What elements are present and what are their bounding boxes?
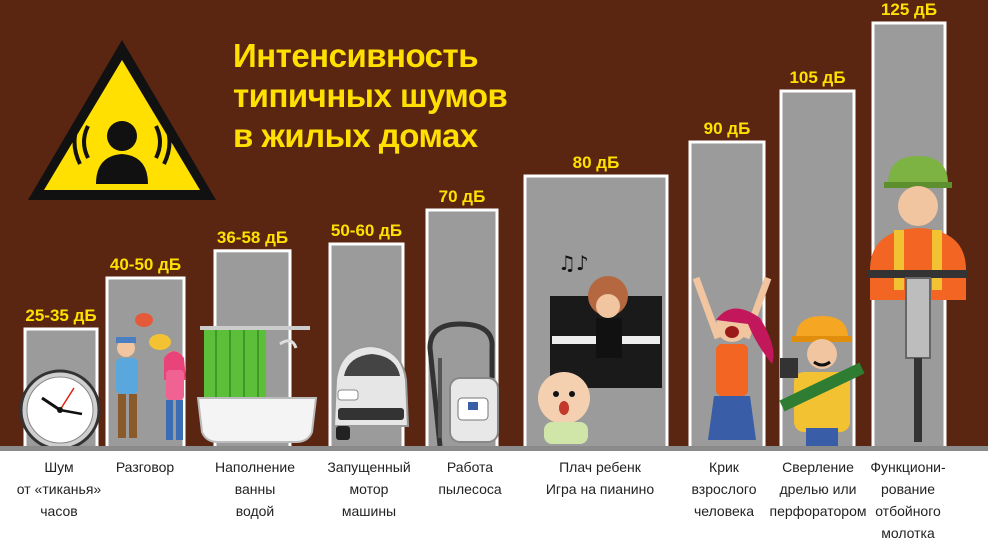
value-label-3: 50-60 дБ xyxy=(331,221,402,240)
category-caption-3: Запущенный мотор машины xyxy=(327,459,411,519)
category-caption-4: Работа пылесоса xyxy=(438,459,502,497)
svg-text:♫♪: ♫♪ xyxy=(558,251,589,275)
value-label-5: 80 дБ xyxy=(573,153,620,172)
category-caption-5: Плач ребенк Игра на пианино xyxy=(545,459,655,497)
category-caption-6: Крик взрослого человека xyxy=(691,459,757,519)
warning-noise-triangle-icon xyxy=(28,40,216,200)
value-label-7: 105 дБ xyxy=(789,68,845,87)
value-label-8: 125 дБ xyxy=(881,0,937,19)
category-caption-2: Наполнение ванны водой xyxy=(215,459,295,519)
title-line-1: Интенсивность xyxy=(233,37,478,74)
category-caption-1: Разговор xyxy=(115,459,175,475)
bathtub-icon xyxy=(196,326,318,443)
talking-people-icon xyxy=(116,313,186,440)
value-label-1: 40-50 дБ xyxy=(110,255,181,274)
vacuum-cleaner-icon xyxy=(427,321,499,447)
car-icon xyxy=(332,344,410,440)
value-label-6: 90 дБ xyxy=(704,119,751,138)
screaming-person-icon xyxy=(692,276,774,440)
piano-baby-icon: ♫♪ xyxy=(538,251,662,444)
title-line-2: типичных шумов xyxy=(233,77,508,114)
value-label-2: 36-58 дБ xyxy=(217,228,288,247)
chart-title: Интенсивность типичных шумов в жилых дом… xyxy=(233,36,563,156)
jackhammer-worker-icon xyxy=(868,156,968,442)
floor-line xyxy=(0,446,988,451)
value-label-4: 70 дБ xyxy=(439,187,486,206)
category-caption-7: Сверление дрелью или перфоратором xyxy=(769,459,867,519)
clock-icon xyxy=(19,369,101,451)
value-label-0: 25-35 дБ xyxy=(25,306,96,325)
title-line-3: в жилых домах xyxy=(233,117,478,154)
category-caption-0: Шум от «тиканья» часов xyxy=(16,459,102,519)
category-caption-8: Функциони- рование отбойного молотка xyxy=(870,459,946,541)
drill-worker-icon xyxy=(779,316,865,446)
